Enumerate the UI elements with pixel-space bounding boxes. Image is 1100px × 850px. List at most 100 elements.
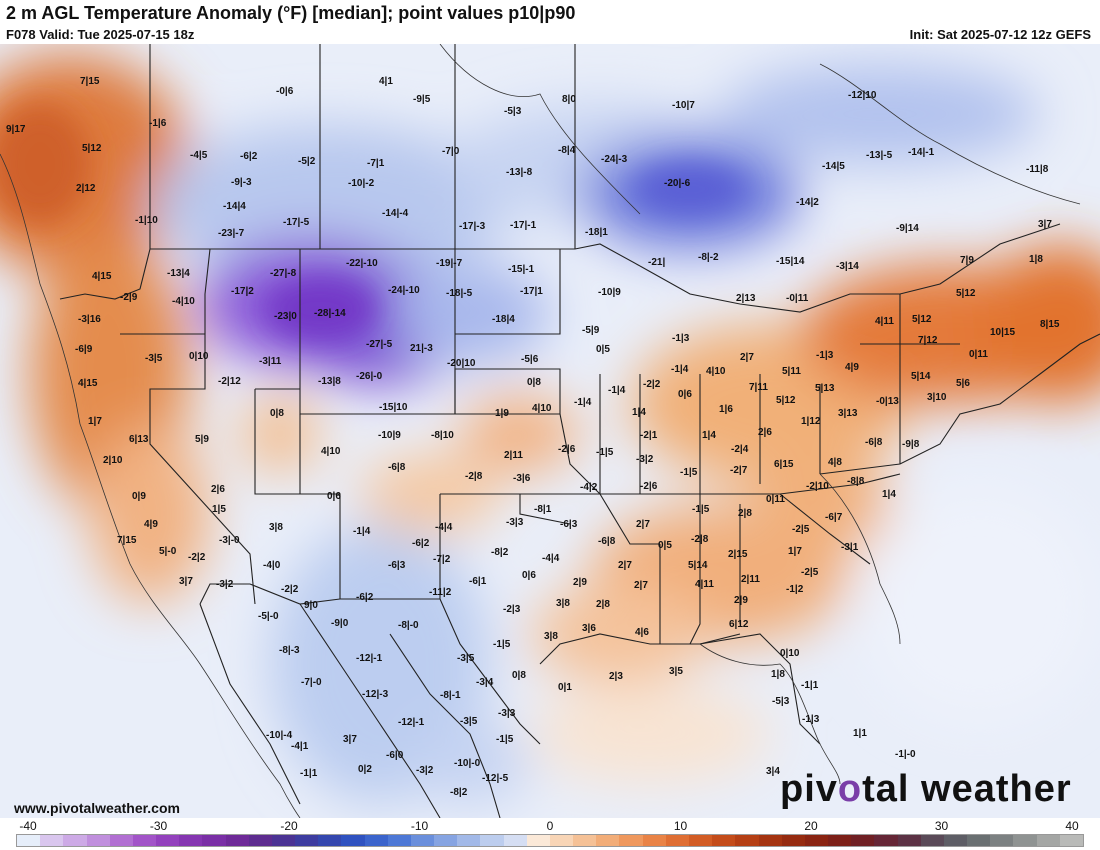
point-value-label: -13|8 [318,376,341,387]
coastline [0,44,1081,818]
point-value-label: -5|3 [504,106,522,117]
point-value-label: -1|5 [596,447,614,458]
point-value-label: -2|5 [792,524,810,535]
point-value-label: -3|11 [259,356,282,367]
color-scale-swatch [712,835,736,846]
point-value-label: -2|4 [731,444,749,455]
color-scale-tick: 20 [804,819,818,833]
point-value-label: -10|9 [378,430,401,441]
point-value-label: -1|1 [801,680,819,691]
point-value-label: -8|-3 [279,645,300,656]
point-value-label: -5|-0 [258,611,279,622]
point-value-label: -2|8 [691,534,709,545]
point-value-label: 3|7 [179,576,193,587]
point-value-label: -15|10 [379,402,408,413]
point-value-label: 1|9 [495,408,509,419]
point-value-label: 5|12 [776,395,796,406]
point-value-label: -14|4 [223,201,246,212]
point-value-label: -1|5 [692,504,710,515]
point-value-label: -21| [648,257,666,268]
color-scale-swatch [642,835,666,846]
point-value-label: -1|5 [496,734,514,745]
point-value-label: 2|7 [636,519,650,530]
point-value-label: 4|9 [845,362,859,373]
color-scale-swatch [271,835,296,846]
point-value-label: -4|2 [580,482,598,493]
point-value-label: 1|4 [632,407,646,418]
color-scale-bar [16,834,1084,847]
point-value-label: -1|4 [671,364,689,375]
point-value-label: -8|-2 [698,252,719,263]
color-scale-swatch [804,835,829,846]
point-value-label: -3|5 [460,716,478,727]
site-url[interactable]: www.pivotalweather.com [14,800,180,816]
point-value-label: -17|1 [520,286,543,297]
point-value-label: 2|15 [728,549,748,560]
point-value-label: -3|2 [636,454,654,465]
point-value-label: -4|4 [435,522,453,533]
point-value-label: -10|9 [598,287,621,298]
point-value-label: 1|7 [88,416,102,427]
point-value-label: -3|5 [457,653,475,664]
color-scale-swatch [63,835,87,846]
point-value-label: 2|7 [634,580,648,591]
point-value-label: -2|3 [503,604,521,615]
point-value-label: -7|2 [433,554,451,565]
point-value-label: -22|-10 [346,258,378,269]
color-scale-swatch [225,835,249,846]
point-value-label: -15|14 [776,256,805,267]
point-value-label: 3|8 [556,598,570,609]
point-value-label: -10|-4 [266,730,293,741]
point-value-label: -8|2 [491,547,509,558]
color-scale-swatch [526,835,550,846]
point-value-label: 5|11 [782,366,801,377]
point-value-label: -20|10 [447,358,476,369]
point-value-label: 3|10 [927,392,947,403]
point-value-label: 0|5 [596,344,610,355]
point-value-label: 8|15 [1040,319,1060,330]
color-scale-swatch [40,835,64,846]
point-value-label: 3|6 [582,623,596,634]
color-scale-swatch [17,835,41,846]
color-scale-swatch [132,835,157,846]
color-scale-swatch [549,835,574,846]
point-value-label: -2|6 [558,444,576,455]
point-value-label: -18|1 [585,227,608,238]
point-value-label: -5|6 [521,354,539,365]
point-value-label: 5|9 [195,434,209,445]
color-scale-swatch [341,835,365,846]
point-value-label: -3|2 [416,765,434,776]
point-value-label: -6|8 [598,536,616,547]
point-value-label: -5|2 [298,156,316,167]
point-value-label: -23|0 [274,311,297,322]
point-value-label: 2|9 [734,595,748,606]
point-value-label: 4|10 [321,446,341,457]
color-scale-swatch [897,835,921,846]
point-value-label: -6|2 [412,538,430,549]
point-value-label: -3|5 [145,353,163,364]
point-value-label: 0|8 [512,670,526,681]
color-scale-swatch [967,835,991,846]
color-scale-tick: -40 [19,819,37,833]
color-scale-swatch [387,835,411,846]
point-value-label: -20|-6 [664,178,691,189]
color-scale-swatch [179,835,203,846]
point-value-label: 7|12 [918,335,938,346]
point-value-label: 3|7 [1038,219,1052,230]
point-value-label: -14|-4 [382,208,409,219]
point-value-label: -27|-8 [270,268,297,279]
point-value-label: 5|12 [912,314,932,325]
point-value-label: 4|1 [379,76,393,87]
point-value-label: -8|8 [847,476,865,487]
point-value-label: 2|8 [738,508,752,519]
point-value-label: -8|10 [431,430,454,441]
point-value-label: -9|0 [331,618,349,629]
point-value-label: -6|7 [825,512,843,523]
point-value-label: 7|9 [960,255,974,266]
point-value-label: -1|3 [802,714,820,725]
point-value-label: 4|9 [144,519,158,530]
anomaly-map[interactable]: 7|15 -0|6 4|1 -9|5 8|0 -5|3 -10|7 -12|10 9|17 -1|… [0,44,1100,818]
point-value-label: -19|-7 [436,258,463,269]
color-scale-tick: 10 [673,819,688,833]
point-value-label: 0|8 [527,377,541,388]
